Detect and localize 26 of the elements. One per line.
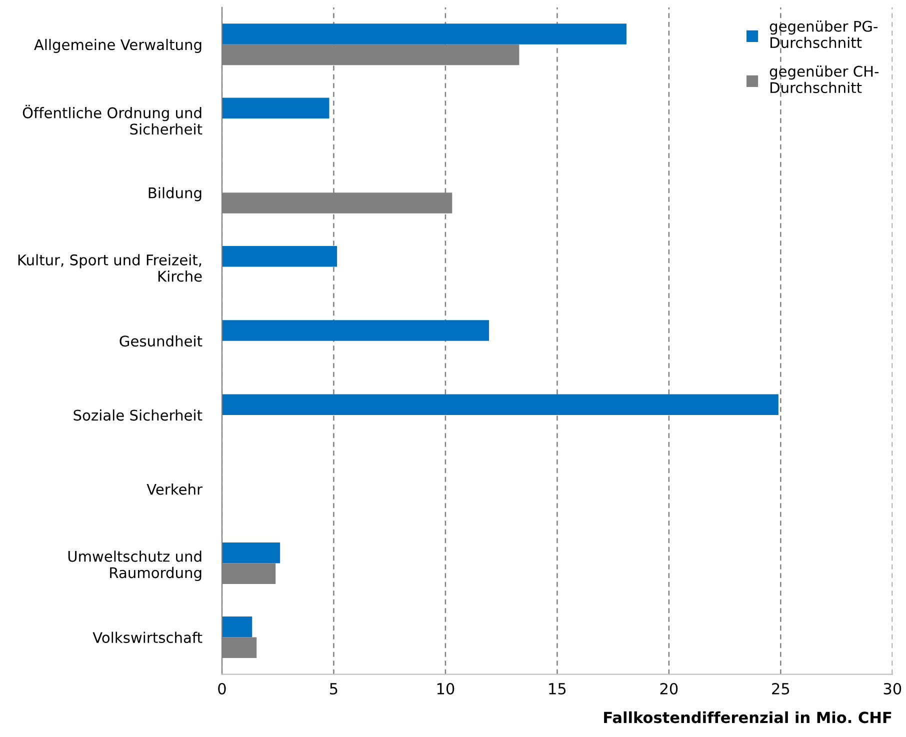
- legend-label: gegenüber PG- Durchschnitt: [770, 20, 878, 48]
- x-tick-label: 25: [772, 682, 790, 695]
- bar: [222, 246, 338, 267]
- x-tick-label: 0: [218, 682, 226, 695]
- y-tick-label: Soziale Sicherheit: [74, 409, 202, 421]
- y-tick-label: Verkehr: [146, 484, 203, 495]
- bar: [222, 24, 626, 44]
- legend-label: gegenüber CH- Durchschnitt: [770, 66, 879, 94]
- x-tick-label: 30: [884, 682, 902, 695]
- bar: [222, 320, 490, 341]
- x-tick-label: 5: [330, 683, 338, 695]
- bar: [222, 616, 252, 638]
- bar: [222, 98, 330, 119]
- bar: [222, 542, 280, 564]
- y-tick-label: Gesundheit: [120, 335, 202, 347]
- y-tick-label: Öffentliche Ordnung und Sicherheit: [22, 104, 202, 135]
- y-tick-label: Volkswirtschaft: [92, 632, 202, 644]
- x-tick-label: 15: [549, 683, 566, 695]
- y-tick-label: Allgemeine Verwaltung: [34, 38, 202, 53]
- x-axis-title: Fallkostendifferenzial in Mio. CHF: [604, 711, 892, 724]
- y-tick-label: Kultur, Sport und Freizeit, Kirche: [18, 254, 202, 282]
- y-tick-label: Umweltschutz und Raumordung: [68, 550, 202, 582]
- bar: [222, 394, 778, 415]
- x-tick-label: 20: [660, 682, 678, 695]
- y-tick-label: Bildung: [148, 187, 202, 202]
- x-tick-label: 10: [437, 682, 454, 695]
